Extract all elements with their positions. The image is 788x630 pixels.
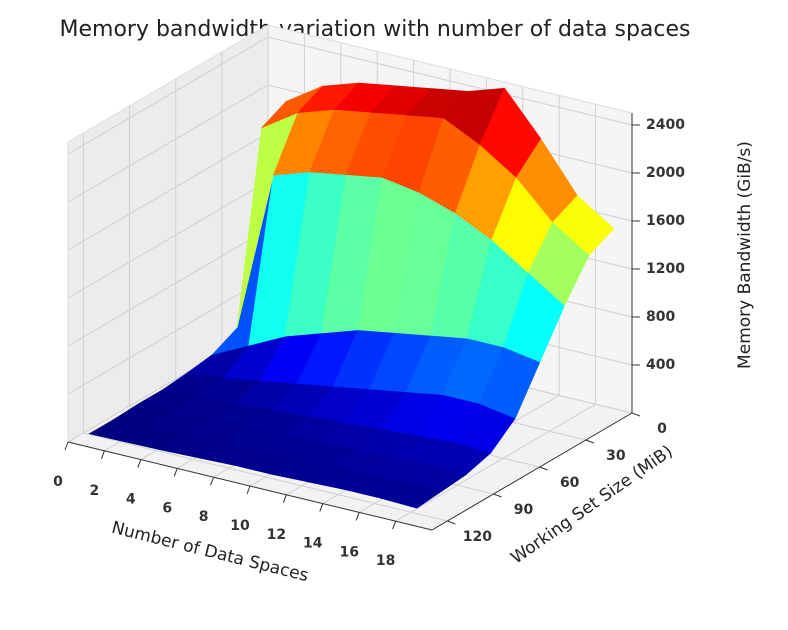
z-tick-label: 1600 [646, 213, 685, 229]
x-tick [319, 503, 324, 512]
y-tick-label: 60 [560, 475, 580, 491]
grid-line [67, 180, 269, 299]
x-tick [210, 477, 215, 486]
x-tick-label: 12 [267, 527, 286, 543]
x-tick [246, 485, 251, 495]
z-tick-label: 2000 [646, 165, 685, 181]
y-tick [539, 466, 548, 471]
grid-line [395, 403, 596, 522]
x-tick-label: 8 [199, 509, 209, 525]
x-tick [355, 512, 360, 521]
y-tick [447, 520, 456, 525]
z-tick-label: 400 [646, 357, 675, 373]
x-tick [173, 468, 178, 477]
grid-line [267, 36, 633, 126]
x-tick [392, 521, 397, 530]
y-tick-label: 30 [606, 448, 626, 464]
y-axis-line [431, 412, 633, 531]
y-tick-label: 120 [463, 529, 492, 545]
x-tick-label: 6 [162, 500, 172, 516]
y-tick [493, 493, 502, 498]
z-tick-label: 800 [646, 309, 675, 325]
x-tick [64, 441, 69, 451]
x-tick-label: 2 [90, 483, 100, 499]
grid-line [67, 84, 269, 203]
z-tick-label: 2400 [646, 117, 685, 133]
x-tick [137, 459, 142, 468]
x-tick [282, 494, 287, 503]
x-tick-label: 4 [126, 492, 136, 508]
x-tick [100, 450, 105, 459]
x-tick-label: 0 [53, 474, 63, 490]
y-tick-label: 90 [514, 502, 534, 518]
grid-line [83, 432, 448, 522]
z-axis-label: Memory Bandwidth (GiB/s) [735, 141, 755, 369]
grid-line [67, 132, 269, 251]
y-tick [631, 412, 641, 417]
x-tick-label: 18 [376, 553, 395, 569]
surface-patch [552, 195, 615, 256]
x-tick-label: 16 [339, 544, 358, 560]
grid-line [67, 36, 269, 155]
y-tick-label: 0 [657, 421, 667, 437]
grid-line [67, 276, 269, 395]
chart-title: Memory bandwidth variation with number o… [60, 17, 691, 42]
y-tick [585, 439, 595, 444]
x-tick-label: 14 [303, 536, 323, 552]
x-tick-label: 10 [230, 518, 250, 534]
z-tick-label: 1200 [646, 261, 685, 277]
grid-line [67, 228, 269, 347]
